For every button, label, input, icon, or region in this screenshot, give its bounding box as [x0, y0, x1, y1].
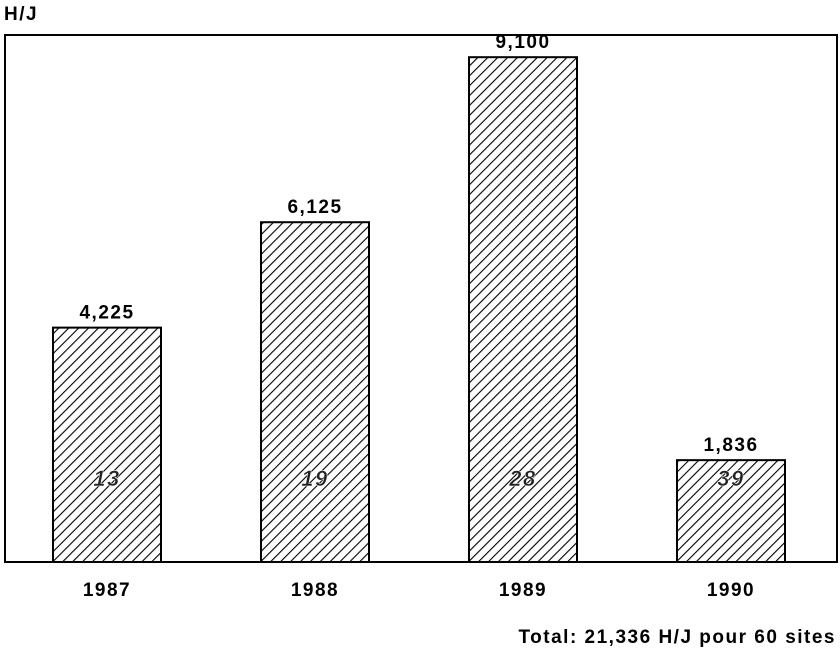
plot-frame	[4, 34, 838, 563]
bar	[52, 326, 162, 563]
y-axis-label: H/J	[4, 4, 38, 25]
value-label: 6,125	[287, 197, 342, 218]
x-tick-label: 1989	[499, 580, 547, 601]
value-label: 1,836	[703, 435, 758, 456]
x-tick-label: 1988	[291, 580, 339, 601]
value-label: 9,100	[495, 32, 550, 53]
bar	[468, 56, 578, 563]
footnote: Total: 21,336 H/J pour 60 sites	[518, 627, 836, 648]
bar-note: 19	[301, 466, 328, 491]
bar	[676, 459, 786, 564]
bar	[260, 221, 370, 563]
bar-note: 13	[93, 466, 120, 491]
x-tick-label: 1987	[83, 580, 131, 601]
value-label: 4,225	[79, 303, 134, 324]
bar-note: 39	[717, 466, 744, 491]
x-tick-label: 1990	[707, 580, 755, 601]
bar-note: 28	[508, 466, 536, 491]
